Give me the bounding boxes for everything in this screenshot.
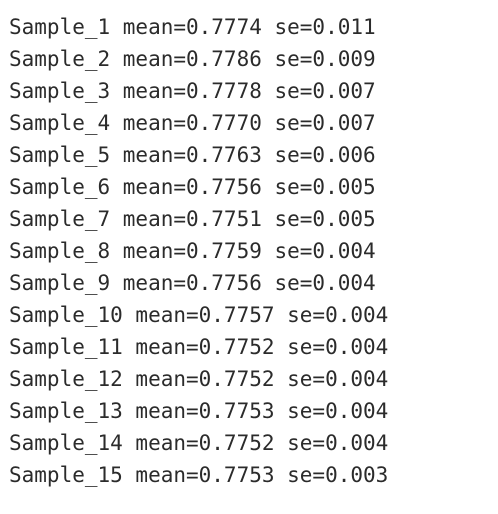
console-output: Sample_1 mean=0.7774 se=0.011 Sample_2 m… — [9, 11, 388, 491]
output-line: Sample_7 mean=0.7751 se=0.005 — [9, 207, 376, 231]
output-line: Sample_5 mean=0.7763 se=0.006 — [9, 143, 376, 167]
output-line: Sample_13 mean=0.7753 se=0.004 — [9, 399, 389, 423]
output-line: Sample_2 mean=0.7786 se=0.009 — [9, 47, 376, 71]
output-line: Sample_1 mean=0.7774 se=0.011 — [9, 15, 376, 39]
output-line: Sample_15 mean=0.7753 se=0.003 — [9, 463, 389, 487]
output-line: Sample_11 mean=0.7752 se=0.004 — [9, 335, 389, 359]
output-line: Sample_12 mean=0.7752 se=0.004 — [9, 367, 389, 391]
output-line: Sample_9 mean=0.7756 se=0.004 — [9, 271, 376, 295]
output-line: Sample_8 mean=0.7759 se=0.004 — [9, 239, 376, 263]
output-line: Sample_4 mean=0.7770 se=0.007 — [9, 111, 376, 135]
output-line: Sample_6 mean=0.7756 se=0.005 — [9, 175, 376, 199]
output-line: Sample_14 mean=0.7752 se=0.004 — [9, 431, 389, 455]
output-line: Sample_10 mean=0.7757 se=0.004 — [9, 303, 389, 327]
output-line: Sample_3 mean=0.7778 se=0.007 — [9, 79, 376, 103]
